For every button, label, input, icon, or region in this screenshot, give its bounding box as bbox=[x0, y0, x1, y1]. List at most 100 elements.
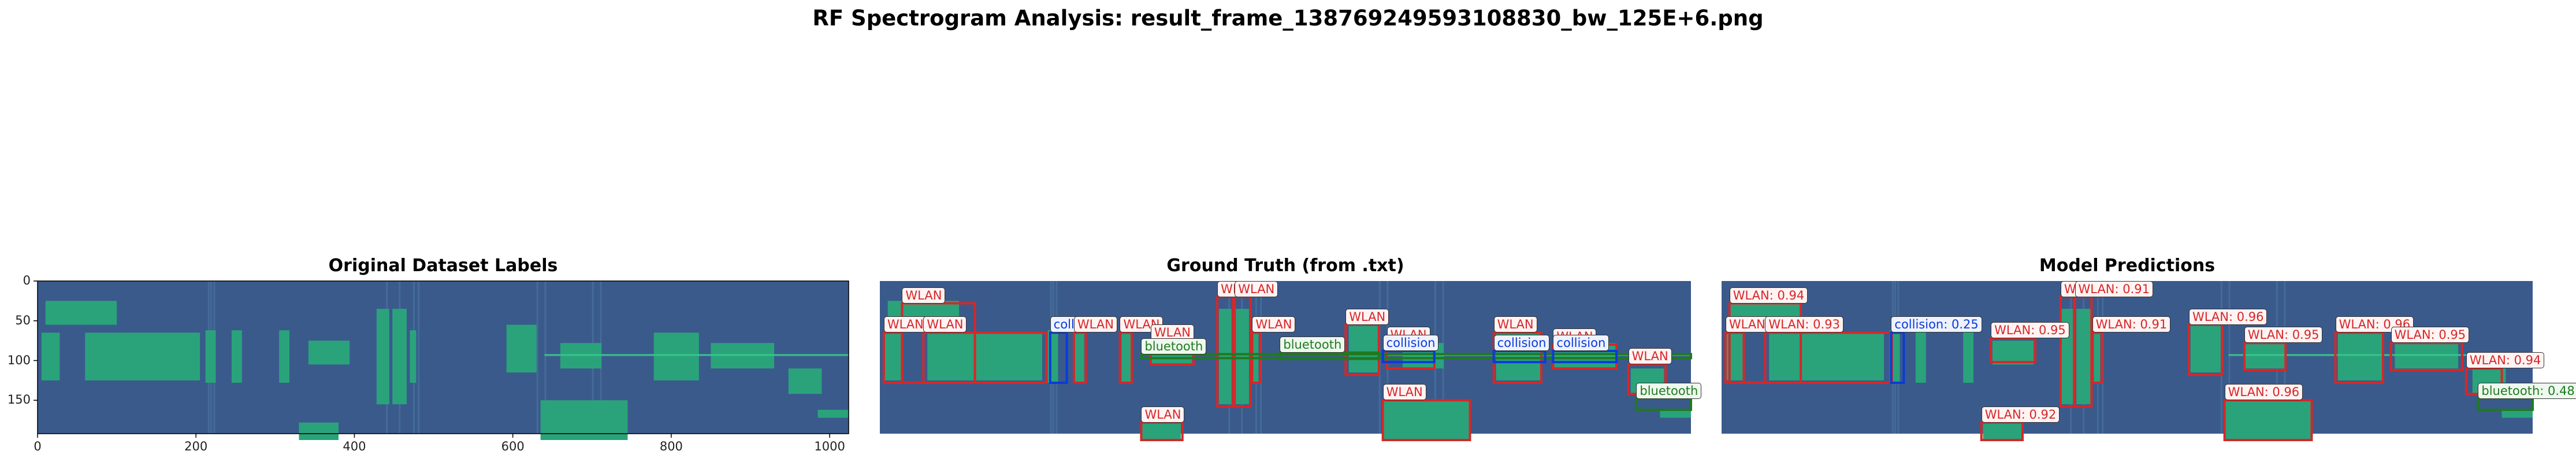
annotation-label: WLAN bbox=[1345, 308, 1389, 325]
annotation-box bbox=[1140, 353, 1692, 360]
signal-block bbox=[279, 330, 290, 383]
x-tick-label: 1000 bbox=[814, 439, 845, 453]
annotation-box bbox=[1890, 331, 1905, 384]
signal-block bbox=[308, 341, 350, 365]
signal-block bbox=[1235, 309, 1249, 405]
signal-block bbox=[1141, 422, 1181, 440]
annotation-label: collision bbox=[1553, 335, 1609, 351]
annotation-label: WLAN: 0.94 bbox=[2466, 352, 2545, 369]
annotation-box bbox=[1278, 351, 1380, 360]
signal-block bbox=[1348, 324, 1379, 373]
x-tick-label: 200 bbox=[184, 439, 208, 453]
signal-block bbox=[2501, 409, 2533, 418]
annotation-box bbox=[1072, 331, 1087, 384]
signal-block bbox=[1660, 409, 1691, 418]
annotation-box bbox=[2187, 323, 2224, 376]
annotation-box bbox=[882, 331, 904, 384]
signal-block bbox=[85, 332, 200, 380]
annotation-box bbox=[1552, 350, 1618, 364]
signal-block bbox=[506, 324, 537, 373]
annotation-box bbox=[1635, 397, 1692, 411]
annotation-label: WLAN bbox=[883, 316, 927, 333]
annotation-box bbox=[1233, 295, 1252, 408]
annotation-label: WLAN: 0.91 bbox=[2092, 316, 2171, 333]
signal-block bbox=[376, 309, 389, 405]
panel-title-ground-truth: Ground Truth (from .txt) bbox=[1166, 256, 1404, 276]
annotation-label: WLAN bbox=[1252, 316, 1296, 333]
x-tick-label: 400 bbox=[343, 439, 366, 453]
x-tick-label: 600 bbox=[501, 439, 525, 453]
annotation-label: WLAN: 0.96 bbox=[2224, 384, 2303, 401]
annotation-box bbox=[1049, 331, 1068, 384]
spectrogram-streak bbox=[418, 281, 420, 434]
spectrogram-streak bbox=[544, 281, 547, 434]
x-tick-label: 0 bbox=[34, 439, 42, 453]
spectrogram-predictions bbox=[1722, 281, 2534, 441]
panel-title-predictions: Model Predictions bbox=[2039, 256, 2216, 276]
annotation-label: WLAN: 0.94 bbox=[1729, 287, 1808, 304]
signal-block bbox=[1073, 330, 1084, 383]
annotation-label: WLAN: 0.91 bbox=[2075, 280, 2154, 297]
bluetooth-line bbox=[2228, 354, 2533, 356]
annotation-box bbox=[1381, 350, 1436, 364]
y-tick-label: 150 bbox=[7, 393, 31, 407]
annotation-label: WLAN bbox=[1382, 384, 1426, 401]
signal-block bbox=[2224, 400, 2312, 440]
signal-block bbox=[653, 332, 699, 380]
annotation-box bbox=[1990, 337, 2036, 364]
annotation-label: collision: 0.25 bbox=[1891, 316, 1982, 333]
annotation-label: collision bbox=[1382, 335, 1439, 351]
signal-block bbox=[45, 301, 117, 325]
annotation-label: bluetooth: 0.48 bbox=[2478, 382, 2576, 399]
annotation-label: WLAN bbox=[1150, 324, 1194, 341]
y-tick-label: 100 bbox=[7, 353, 31, 367]
signal-block bbox=[299, 422, 339, 440]
annotation-box bbox=[1980, 421, 2024, 441]
signal-block bbox=[1218, 309, 1232, 405]
annotation-box bbox=[2223, 399, 2313, 441]
axes-frame bbox=[37, 280, 849, 434]
bluetooth-line bbox=[544, 354, 849, 356]
annotation-label: WLAN: 0.95 bbox=[1991, 322, 2069, 338]
annotation-box bbox=[1118, 331, 1133, 384]
x-tick-label: 800 bbox=[659, 439, 683, 453]
annotation-box bbox=[1216, 295, 1235, 408]
figure-title: RF Spectrogram Analysis: result_frame_13… bbox=[812, 6, 1764, 31]
annotation-box bbox=[2477, 397, 2534, 411]
signal-block bbox=[1121, 330, 1132, 383]
annotation-label: WLAN bbox=[1493, 316, 1537, 333]
annotation-label: WLAN: 0.92 bbox=[1981, 406, 2060, 423]
spectrogram-ground-truth bbox=[880, 281, 1692, 441]
annotation-box bbox=[2243, 342, 2287, 371]
annotation-label: WLAN bbox=[1073, 316, 1117, 333]
signal-block bbox=[1992, 341, 2034, 365]
signal-block bbox=[205, 330, 216, 383]
annotation-label: WLAN bbox=[1141, 406, 1185, 423]
signal-block bbox=[392, 309, 407, 405]
signal-block bbox=[2337, 332, 2383, 380]
annotation-label: WLAN bbox=[1725, 316, 1769, 333]
annotation-label: bluetooth bbox=[1636, 382, 1702, 399]
signal-block bbox=[1252, 330, 1259, 383]
y-tick-label: 0 bbox=[23, 273, 31, 287]
signal-block bbox=[788, 368, 822, 394]
signal-block bbox=[41, 332, 60, 380]
signal-block bbox=[2076, 309, 2091, 405]
panel-original-labels: 0 200 400 600 800 1000 0 50 100 150 bbox=[8, 273, 849, 453]
signal-block bbox=[1915, 330, 1926, 383]
annotation-box bbox=[1140, 421, 1184, 441]
signal-block bbox=[231, 330, 242, 383]
annotation-label: WLAN: 0.96 bbox=[2188, 308, 2268, 325]
annotation-label: collision bbox=[1493, 335, 1550, 351]
annotation-box bbox=[2334, 331, 2384, 384]
annotation-box bbox=[2091, 331, 2103, 384]
annotation-box bbox=[1381, 399, 1471, 441]
signal-block bbox=[410, 330, 417, 383]
signal-block bbox=[2190, 324, 2221, 373]
annotation-label: WLAN bbox=[902, 287, 946, 304]
signal-block bbox=[817, 409, 849, 418]
annotation-box bbox=[1344, 323, 1380, 376]
annotation-label: WLAN: 0.95 bbox=[2391, 327, 2470, 343]
annotation-label: bluetooth bbox=[1280, 336, 1345, 353]
spectrogram-streak bbox=[536, 281, 538, 434]
